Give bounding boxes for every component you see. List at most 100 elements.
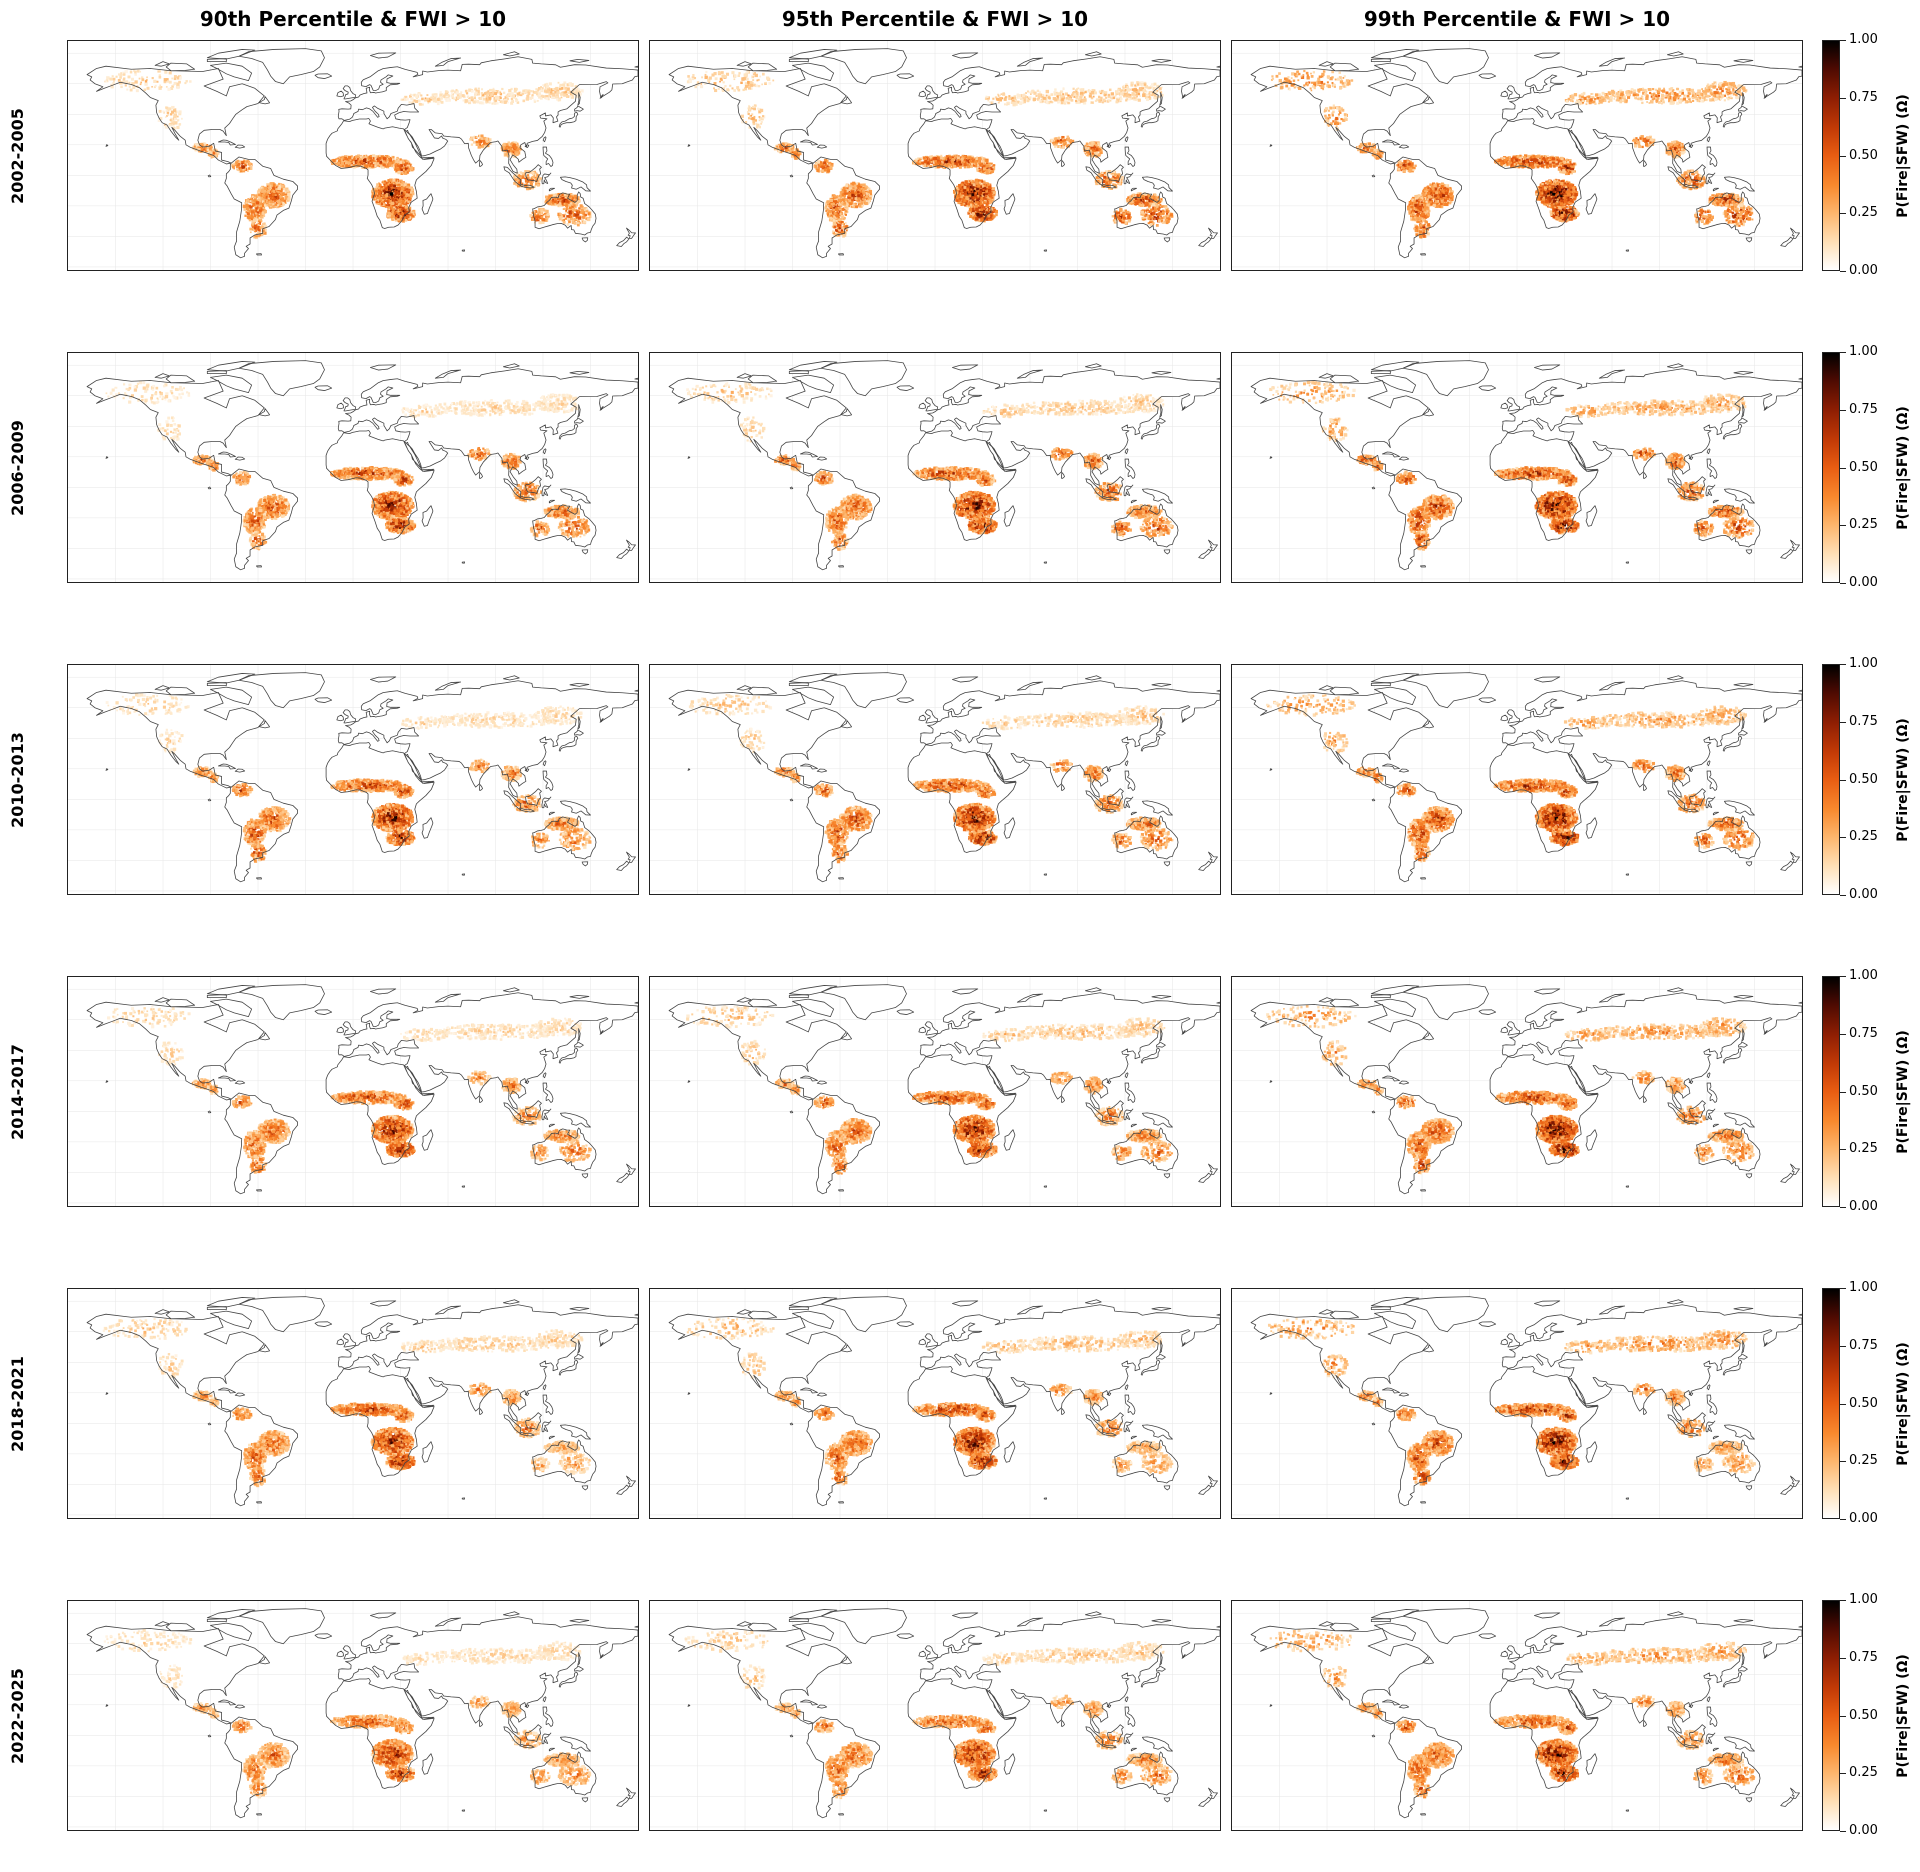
fire-pixel [267, 201, 269, 203]
fire-pixel [554, 200, 556, 202]
fire-pixel [517, 95, 519, 97]
fire-pixel [507, 102, 509, 104]
fire-pixel [249, 200, 251, 202]
fire-pixel [141, 76, 143, 78]
fire-pixel [552, 198, 554, 200]
fire-pixel [401, 209, 403, 211]
fire-pixel [587, 212, 590, 215]
fire-pixel [132, 86, 135, 89]
fire-pixel [570, 213, 572, 215]
fire-pixel [173, 114, 176, 117]
fire-pixel [572, 208, 575, 211]
fire-pixel [485, 101, 487, 103]
fire-pixel [134, 71, 136, 73]
fire-pixel [580, 204, 583, 207]
fire-pixel [204, 144, 206, 146]
fire-pixel [969, 215, 972, 218]
fire-pixel [577, 200, 580, 203]
fire-pixel [171, 106, 174, 109]
fire-pixel [520, 171, 522, 173]
fire-pixel [481, 92, 483, 94]
fire-pixel [568, 204, 571, 207]
fire-pixel [435, 100, 437, 102]
fire-pixel [923, 157, 925, 159]
fire-pixel [470, 96, 473, 99]
fire-pixel [277, 200, 280, 203]
fire-pixel [941, 163, 943, 165]
fire-pixel [381, 194, 383, 196]
fire-pixel [466, 92, 468, 94]
fire-pixel [587, 218, 590, 221]
fire-pixel [391, 184, 393, 186]
fire-pixel [561, 97, 563, 99]
fire-pixel [572, 212, 574, 214]
fire-pixel [189, 80, 191, 82]
fire-pixel [460, 91, 462, 93]
fire-pixel [529, 214, 532, 217]
fire-pixel [940, 155, 942, 157]
fire-pixel [377, 197, 379, 199]
fire-pixel [510, 95, 512, 97]
fire-pixel [512, 95, 515, 98]
fire-pixel [159, 85, 161, 87]
fire-pixel [981, 197, 983, 199]
fire-pixel [237, 169, 239, 171]
fire-pixel [468, 88, 471, 91]
fire-pixel [134, 73, 136, 75]
fire-pixel [272, 203, 274, 205]
fire-pixel [488, 92, 491, 95]
fire-pixel [411, 97, 414, 100]
fire-pixel [983, 189, 985, 191]
fire-pixel [479, 144, 481, 146]
fire-pixel [953, 165, 956, 168]
fire-pixel [385, 185, 387, 187]
fire-pixel [112, 75, 114, 77]
map-svg [650, 41, 1220, 270]
fire-pixel [243, 205, 246, 208]
fire-pixel [408, 163, 410, 165]
fire-pixel [394, 199, 396, 201]
fire-pixel [969, 157, 971, 159]
fire-pixel [365, 164, 368, 167]
fire-pixel [439, 94, 442, 97]
fire-pixel [180, 76, 182, 78]
fire-pixel [389, 202, 391, 204]
fire-pixel [988, 186, 991, 189]
fire-pixel [972, 208, 975, 211]
fire-pixel [507, 98, 509, 100]
fire-pixel [503, 92, 505, 94]
fire-pixel [560, 92, 563, 95]
fire-pixel [522, 90, 525, 93]
fire-pixel [506, 143, 509, 146]
fire-pixel [377, 160, 380, 163]
row-title-1: 2002-2005 [6, 0, 30, 312]
fire-pixel [566, 207, 568, 209]
fire-pixel [920, 157, 922, 159]
fire-pixel [540, 86, 542, 88]
fire-pixel [968, 194, 971, 197]
fire-pixel [543, 214, 545, 216]
fire-pixel [439, 91, 441, 93]
fire-pixel [949, 156, 952, 159]
fire-pixel [275, 188, 277, 190]
fire-pixel [420, 94, 422, 96]
fire-pixel [583, 221, 586, 224]
fire-pixel [343, 159, 345, 161]
fire-pixel [987, 183, 990, 186]
fire-pixel [410, 211, 412, 213]
fire-pixel [365, 155, 367, 157]
fire-pixel [564, 203, 566, 205]
fire-pixel [531, 176, 534, 179]
fire-pixel [402, 99, 404, 101]
fire-pixel [418, 93, 420, 95]
fire-pixel [522, 176, 525, 179]
fire-pixel [973, 183, 976, 186]
fire-pixel [287, 193, 290, 196]
fire-pixel [556, 96, 558, 98]
fire-pixel [963, 163, 966, 166]
fire-pixel [476, 141, 479, 144]
fire-pixel [582, 216, 585, 219]
fire-pixel [413, 94, 415, 96]
fire-pixel [167, 80, 169, 82]
fire-pixel [369, 157, 371, 159]
